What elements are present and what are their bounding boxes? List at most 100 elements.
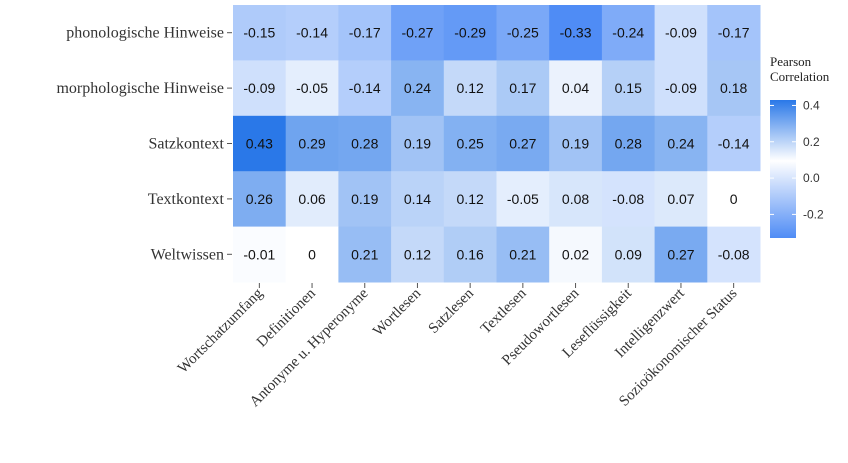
legend-tick-label: 0.2 (803, 135, 820, 149)
row-label-phonologische-hinweise: phonologische Hinweise (66, 25, 224, 42)
column-label-satzlesen: Satzlesen (426, 285, 478, 337)
heatmap-cell (654, 60, 708, 117)
legend-tick-label: 0.4 (803, 98, 820, 112)
cell-value-label: 0.21 (509, 246, 536, 262)
cell-value-label: -0.01 (243, 246, 275, 262)
heatmap-cell (549, 226, 603, 283)
legend-title: Pearson Correlation (770, 54, 830, 84)
heatmap-cell (391, 115, 445, 172)
legend-colorbar (770, 100, 796, 238)
cell-value-label: 0 (308, 246, 316, 262)
cell-value-label: 0 (730, 191, 738, 207)
cell-value-label: 0.12 (457, 191, 484, 207)
cell-value-label: 0.26 (246, 191, 273, 207)
cell-value-label: 0.21 (351, 246, 378, 262)
heatmap-cell (443, 115, 497, 172)
heatmap-cell (549, 5, 603, 61)
heatmap-cell (496, 115, 550, 172)
heatmap-cell (549, 171, 603, 228)
row-labels: phonologische Hinweise morphologische Hin… (56, 25, 232, 263)
cell-value-label: 0.19 (562, 136, 589, 152)
cell-value-label: -0.27 (401, 25, 433, 41)
cell-value-label: -0.29 (454, 25, 486, 41)
heatmap-cell (233, 5, 287, 61)
heatmap-cell (601, 5, 656, 61)
cell-value-label: 0.12 (457, 80, 484, 96)
heatmap-cell (601, 226, 656, 283)
heatmap-cell (285, 60, 339, 117)
heatmap-cell (285, 226, 339, 283)
heatmap-cell (285, 115, 339, 172)
heatmap-cell (601, 171, 656, 228)
heatmap-cell (233, 115, 287, 172)
heatmap-cell (391, 60, 445, 117)
heatmap-cell (654, 5, 708, 61)
heatmap-cell (496, 226, 550, 283)
heatmap-cell (496, 171, 550, 228)
column-label-wortlesen: Wortlesen (370, 285, 424, 339)
cell-value-label: 0.24 (404, 80, 431, 96)
column-label-wortschatzumfang: Wortschatzumfang (175, 285, 267, 377)
cell-value-label: 0.27 (509, 136, 536, 152)
heatmap-cell (285, 5, 339, 61)
cell-value-label: 0.04 (562, 80, 589, 96)
legend: Pearson Correlation 0.4 0.2 0.0 -0.2 (770, 54, 830, 238)
heatmap-cell (654, 171, 708, 228)
cell-value-label: 0.28 (351, 136, 378, 152)
heatmap-cell (707, 171, 761, 228)
cell-value-label: -0.17 (718, 25, 750, 41)
row-label-satzkontext: Satzkontext (148, 136, 224, 153)
heatmap-cell (707, 115, 761, 172)
heatmap-cell (443, 226, 497, 283)
cell-value-label: 0.06 (298, 191, 325, 207)
cell-value-label: -0.09 (665, 25, 697, 41)
heatmap-cell (443, 171, 497, 228)
heatmap-cell (391, 226, 445, 283)
cell-value-label: -0.09 (665, 80, 697, 96)
legend-tick-label: 0.0 (803, 171, 820, 185)
cell-value-label: 0.28 (615, 136, 642, 152)
heatmap-cell (654, 115, 708, 172)
heatmap-cell (233, 226, 287, 283)
cell-value-label: -0.08 (612, 191, 644, 207)
cell-value-label: 0.08 (562, 191, 589, 207)
cell-value-label: 0.02 (562, 246, 589, 262)
heatmap-cell (338, 171, 392, 228)
cell-value-label: 0.24 (667, 136, 694, 152)
cell-value-label: 0.25 (457, 136, 484, 152)
cell-value-label: 0.12 (404, 246, 431, 262)
heatmap-cell (654, 226, 708, 283)
legend-tick-label: -0.2 (803, 207, 824, 221)
heatmap-cells: -0.15 -0.14 -0.17 -0.27 -0.29 -0.25 -0.33 -0.24… (233, 5, 761, 283)
cell-value-label: 0.19 (351, 191, 378, 207)
cell-value-label: -0.08 (718, 246, 750, 262)
cell-value-label: 0.19 (404, 136, 431, 152)
heatmap-cell (707, 226, 761, 283)
heatmap-cell (443, 5, 497, 61)
cell-value-label: 0.17 (509, 80, 536, 96)
row-label-textkontext: Textkontext (148, 191, 225, 208)
cell-value-label: 0.29 (298, 136, 325, 152)
cell-value-label: -0.33 (560, 25, 592, 41)
cell-value-label: 0.43 (246, 136, 273, 152)
cell-value-label: -0.14 (718, 136, 750, 152)
heatmap-cell (549, 60, 603, 117)
heatmap-cell (338, 226, 392, 283)
row-label-morphologische-hinweise: morphologische Hinweise (56, 80, 224, 97)
heatmap-cell (233, 171, 287, 228)
heatmap-cell (233, 60, 287, 117)
cell-value-label: -0.17 (349, 25, 381, 41)
cell-value-label: -0.24 (612, 25, 644, 41)
cell-value-label: -0.09 (243, 80, 275, 96)
cell-value-label: -0.25 (507, 25, 539, 41)
heatmap-cell (391, 5, 445, 61)
legend-ticks: 0.4 0.2 0.0 -0.2 (770, 98, 824, 221)
cell-value-label: -0.15 (243, 25, 275, 41)
cell-value-label: -0.05 (507, 191, 539, 207)
heatmap-cell (338, 115, 392, 172)
cell-value-label: -0.14 (349, 80, 381, 96)
cell-value-label: -0.05 (296, 80, 328, 96)
heatmap-cell (496, 5, 550, 61)
heatmap-cell (601, 115, 656, 172)
